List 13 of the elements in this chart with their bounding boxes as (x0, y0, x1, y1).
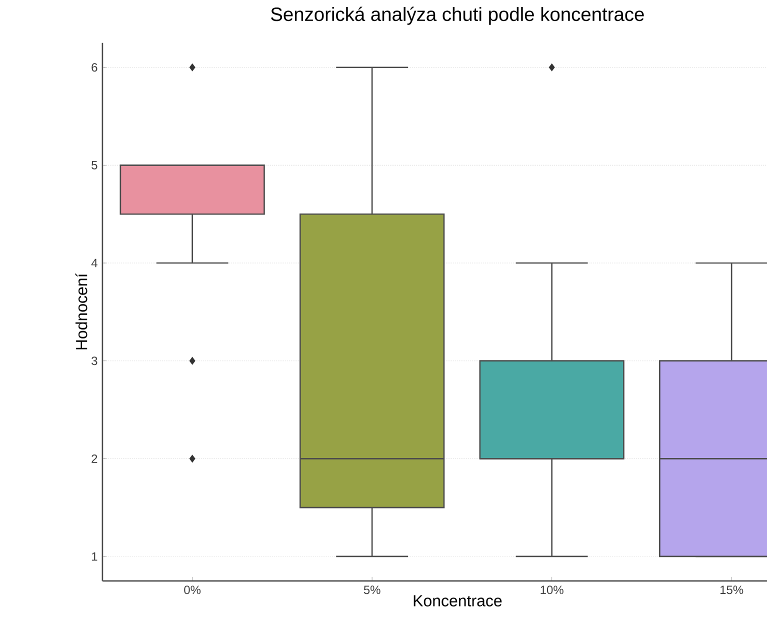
y-tick-label: 4 (91, 258, 98, 268)
y-tick-label: 5 (92, 161, 98, 170)
x-tick-label: 5% (364, 586, 380, 594)
y-tick-label: 6 (92, 63, 98, 72)
y-axis-title: Hodnocení (75, 273, 88, 350)
x-tick-label: 0% (184, 586, 201, 594)
x-tick-label: 15% (720, 586, 744, 594)
y-tick-label: 2 (92, 454, 98, 463)
y-tick-label: 3 (92, 356, 98, 366)
x-axis-title: Koncentrace (414, 595, 502, 606)
x-tick-label: 10% (540, 586, 564, 594)
y-tick-label: 1 (92, 552, 98, 561)
chart-title: Senzorická analýza chuti podle koncentrace (271, 6, 644, 25)
